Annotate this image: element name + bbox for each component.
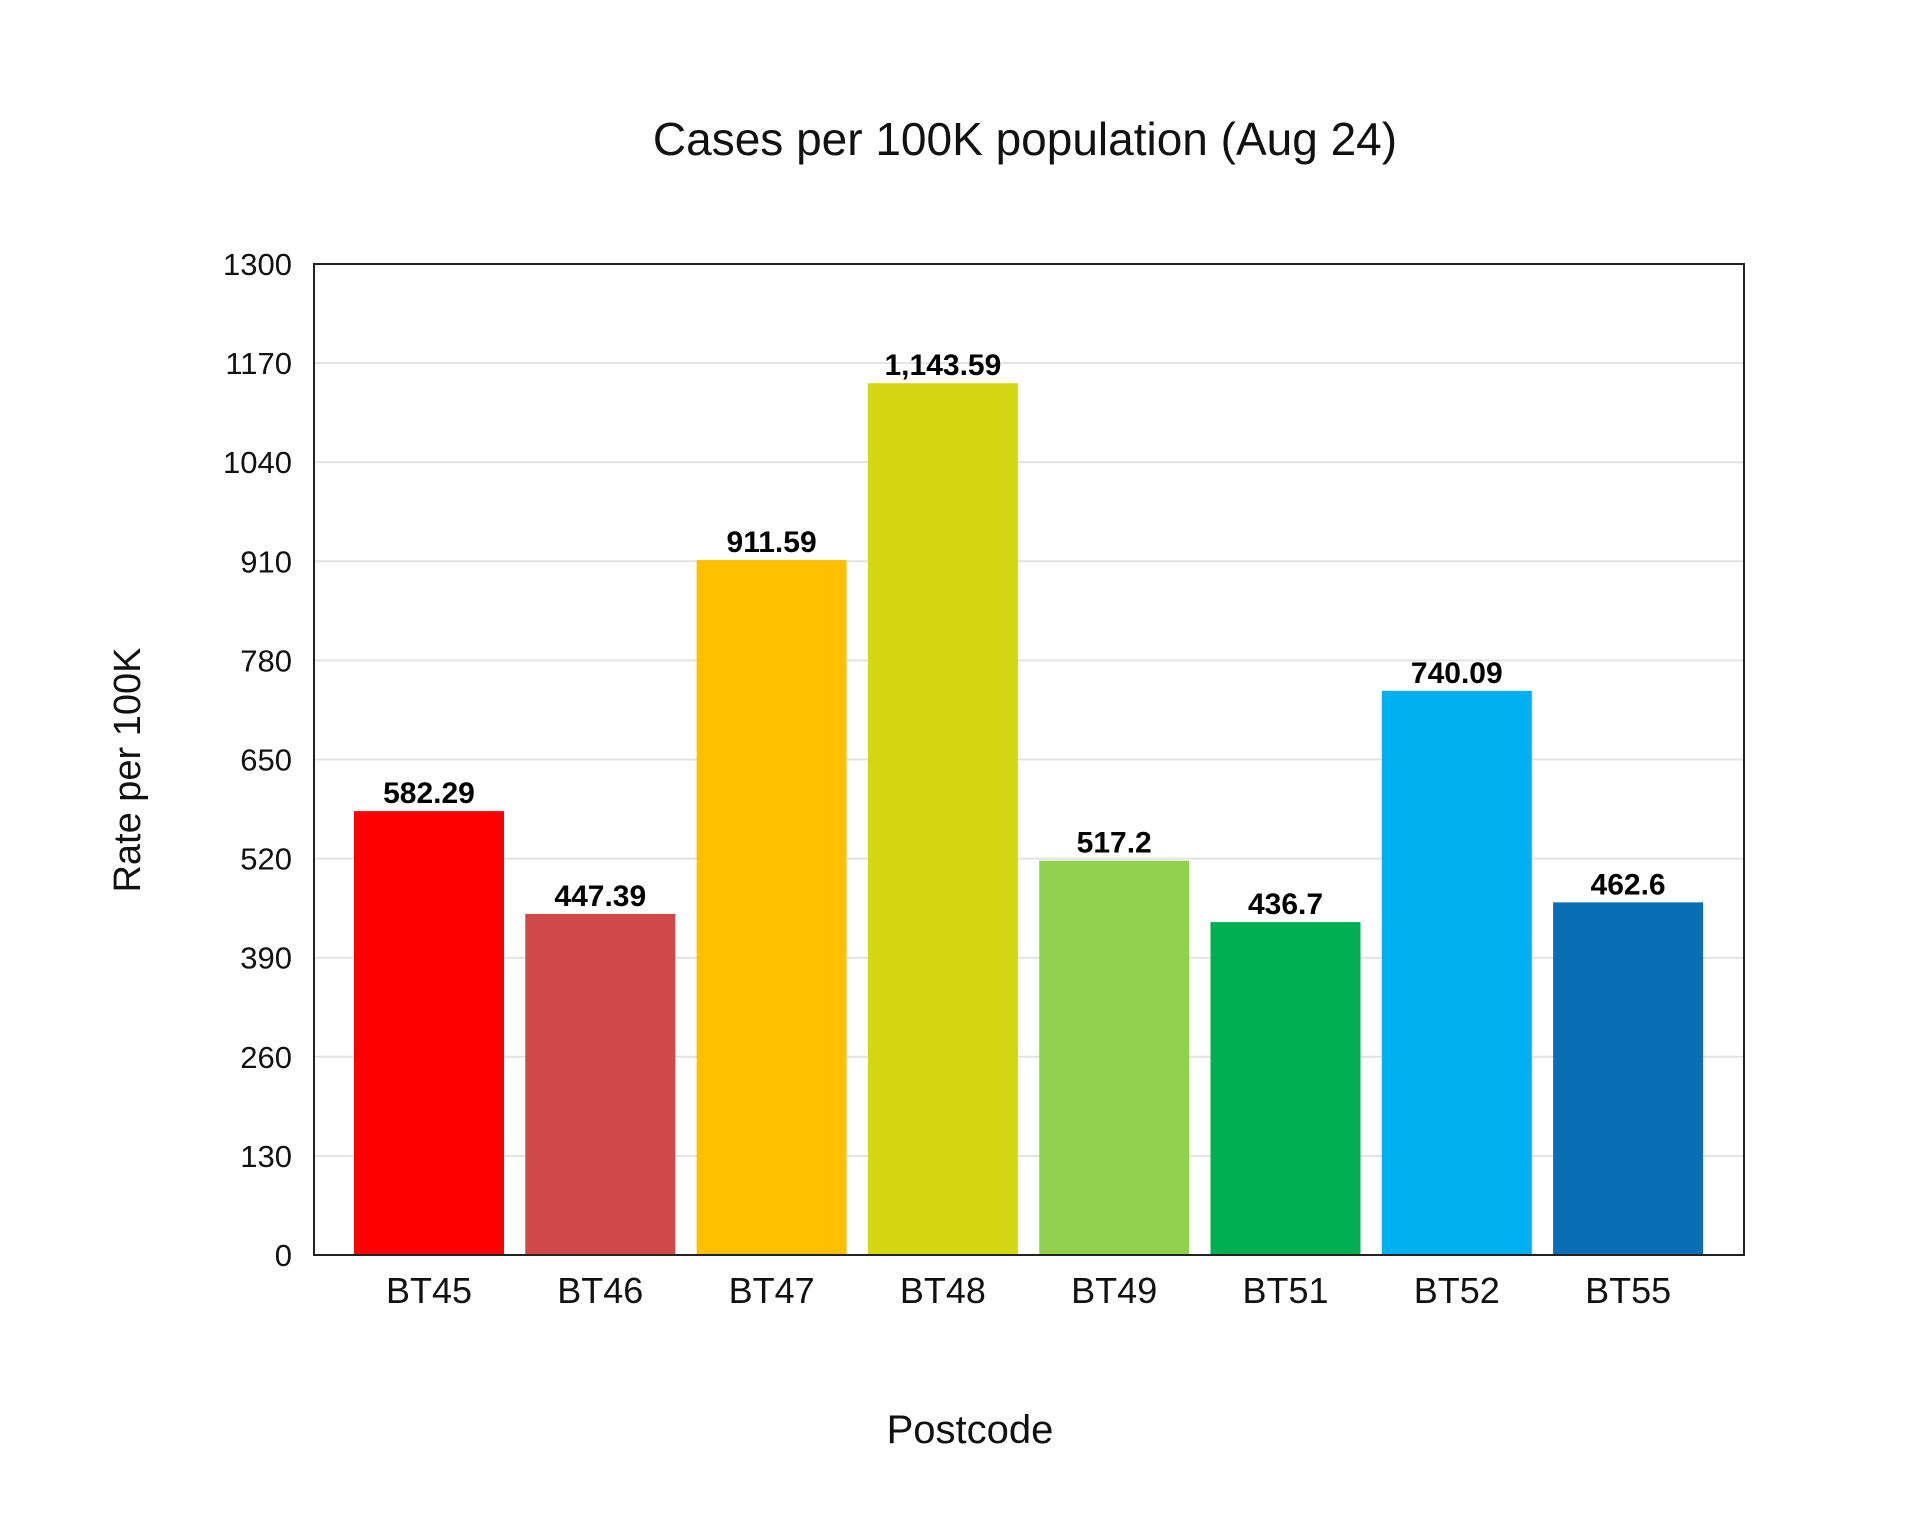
bar-bt48 <box>867 383 1018 1255</box>
x-tick-label: BT47 <box>729 1270 815 1311</box>
y-tick-label: 650 <box>240 743 292 778</box>
bar-bt55 <box>1553 902 1704 1255</box>
x-tick-label: BT48 <box>900 1270 986 1311</box>
x-tick-label: BT46 <box>557 1270 643 1311</box>
data-label-bt49: 517.2 <box>1077 827 1152 860</box>
x-tick-label: BT52 <box>1414 1270 1500 1311</box>
y-tick-label: 1300 <box>223 247 292 282</box>
x-tick-label: BT45 <box>386 1270 472 1311</box>
x-axis: BT45 BT46 BT47 BT48 BT49 BT51 BT52 BT55 <box>386 1270 1671 1311</box>
y-tick-label: 1170 <box>225 346 292 381</box>
bar-bt51 <box>1210 922 1361 1255</box>
bar-bt45 <box>354 811 504 1255</box>
x-tick-label: BT49 <box>1071 1270 1157 1311</box>
bar-bt49 <box>1039 860 1190 1255</box>
bar-bt52 <box>1381 690 1532 1255</box>
y-axis-title: Rate per 100K <box>107 647 149 892</box>
data-label-bt46: 447.39 <box>554 880 646 913</box>
bar-bt47 <box>696 560 847 1255</box>
x-tick-label: BT55 <box>1585 1270 1671 1311</box>
data-label-bt55: 462.6 <box>1591 868 1666 901</box>
x-tick-label: BT51 <box>1242 1270 1328 1311</box>
y-axis: 0 130 260 390 520 650 780 910 1040 1170 1300 <box>223 247 292 1273</box>
data-label-bt48: 1,143.59 <box>885 349 1002 382</box>
data-label-bt52: 740.09 <box>1411 657 1503 690</box>
bar-bt46 <box>525 913 676 1255</box>
y-tick-label: 520 <box>240 842 292 877</box>
bars <box>354 383 1704 1255</box>
data-label-bt47: 911.59 <box>727 526 817 559</box>
y-tick-label: 260 <box>240 1040 292 1075</box>
y-tick-label: 780 <box>240 643 292 678</box>
y-tick-label: 1040 <box>223 445 292 480</box>
y-tick-label: 910 <box>240 544 292 579</box>
y-tick-label: 390 <box>240 941 292 976</box>
data-labels: 582.29 447.39 911.59 1,143.59 517.2 436.7 740.… <box>383 349 1666 921</box>
plot-area-frame <box>313 263 1745 1256</box>
y-tick-label: 130 <box>240 1139 292 1174</box>
data-label-bt51: 436.7 <box>1248 888 1323 921</box>
data-label-bt45: 582.29 <box>383 777 475 810</box>
x-axis-title: Postcode <box>887 1408 1054 1452</box>
chart-title: Cases per 100K population (Aug 24) <box>653 113 1397 165</box>
y-tick-label: 0 <box>275 1238 292 1273</box>
